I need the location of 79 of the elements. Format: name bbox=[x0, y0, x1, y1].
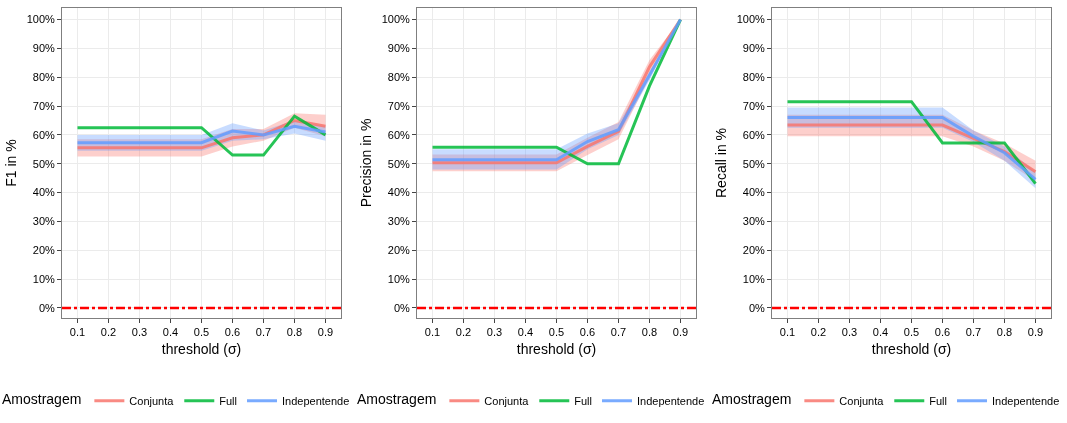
x-axis-title: threshold (σ) bbox=[516, 340, 597, 357]
x-tick-label: 0.4 bbox=[517, 326, 534, 339]
x-tick-label: 0.5 bbox=[548, 326, 565, 339]
x-tick-label: 0.7 bbox=[255, 326, 272, 339]
y-tick-label: 40% bbox=[387, 186, 410, 199]
y-tick-label: 100% bbox=[381, 13, 411, 26]
legend-label: Full bbox=[929, 394, 948, 407]
x-tick-label: 0.9 bbox=[317, 326, 334, 339]
y-axis-title: Recall in % bbox=[713, 127, 730, 199]
x-tick-label: 0.8 bbox=[286, 326, 303, 339]
y-axis-title: Precision in % bbox=[358, 118, 375, 208]
y-tick-label: 70% bbox=[387, 99, 410, 112]
x-tick-label: 0.8 bbox=[996, 326, 1013, 339]
legend-label: Indepentende bbox=[992, 394, 1060, 407]
y-axis-title: F1 in % bbox=[3, 139, 20, 187]
legend-title: Amostragem bbox=[357, 391, 437, 408]
x-tick-label: 0.7 bbox=[965, 326, 982, 339]
y-tick-label: 30% bbox=[742, 215, 765, 228]
legend-label: Indepentende bbox=[637, 394, 705, 407]
y-tick-label: 0% bbox=[38, 301, 56, 314]
y-tick-label: 40% bbox=[742, 186, 765, 199]
legend-label: Indepentende bbox=[282, 394, 350, 407]
y-tick-label: 80% bbox=[32, 71, 55, 84]
x-tick-label: 0.4 bbox=[162, 326, 179, 339]
y-tick-label: 10% bbox=[32, 272, 55, 285]
x-tick-label: 0.9 bbox=[672, 326, 689, 339]
y-tick-label: 0% bbox=[393, 301, 411, 314]
y-tick-label: 10% bbox=[387, 272, 410, 285]
y-tick-label: 70% bbox=[742, 99, 765, 112]
y-tick-label: 90% bbox=[387, 42, 410, 55]
x-tick-label: 0.7 bbox=[610, 326, 627, 339]
y-tick-label: 50% bbox=[742, 157, 765, 170]
x-tick-label: 0.8 bbox=[641, 326, 658, 339]
x-tick-label: 0.9 bbox=[1027, 326, 1044, 339]
y-tick-label: 60% bbox=[32, 128, 55, 141]
x-tick-label: 0.3 bbox=[486, 326, 503, 339]
x-tick-label: 0.4 bbox=[872, 326, 889, 339]
y-tick-label: 20% bbox=[32, 244, 55, 257]
x-tick-label: 0.5 bbox=[903, 326, 920, 339]
x-tick-label: 0.1 bbox=[69, 326, 86, 339]
y-tick-label: 30% bbox=[387, 215, 410, 228]
legend-label: Full bbox=[574, 394, 593, 407]
x-tick-label: 0.6 bbox=[224, 326, 241, 339]
y-tick-label: 30% bbox=[32, 215, 55, 228]
x-tick-label: 0.2 bbox=[100, 326, 117, 339]
x-axis-title: threshold (σ) bbox=[871, 340, 952, 357]
y-tick-label: 20% bbox=[387, 244, 410, 257]
x-tick-label: 0.2 bbox=[455, 326, 472, 339]
y-tick-label: 100% bbox=[736, 13, 766, 26]
y-tick-label: 50% bbox=[387, 157, 410, 170]
y-tick-label: 60% bbox=[742, 128, 765, 141]
y-tick-label: 10% bbox=[742, 272, 765, 285]
x-tick-label: 0.1 bbox=[779, 326, 796, 339]
y-tick-label: 50% bbox=[32, 157, 55, 170]
x-tick-label: 0.6 bbox=[934, 326, 951, 339]
y-tick-label: 80% bbox=[742, 71, 765, 84]
x-tick-label: 0.5 bbox=[193, 326, 210, 339]
y-tick-label: 70% bbox=[32, 99, 55, 112]
line-series bbox=[76, 124, 327, 145]
x-tick-label: 0.6 bbox=[579, 326, 596, 339]
legend-label: Conjunta bbox=[839, 394, 885, 407]
y-tick-label: 90% bbox=[32, 42, 55, 55]
legend-label: Conjunta bbox=[129, 394, 175, 407]
x-tick-label: 0.3 bbox=[131, 326, 148, 339]
legend-title: Amostragem bbox=[2, 391, 82, 408]
y-tick-label: 80% bbox=[387, 71, 410, 84]
legend-label: Conjunta bbox=[484, 394, 530, 407]
y-tick-label: 40% bbox=[32, 186, 55, 199]
x-axis-title: threshold (σ) bbox=[161, 340, 242, 357]
x-tick-label: 0.1 bbox=[424, 326, 441, 339]
y-tick-label: 90% bbox=[742, 42, 765, 55]
y-tick-label: 60% bbox=[387, 128, 410, 141]
legend-title: Amostragem bbox=[712, 391, 792, 408]
x-tick-label: 0.2 bbox=[810, 326, 827, 339]
x-tick-label: 0.3 bbox=[841, 326, 858, 339]
legend-label: Full bbox=[219, 394, 238, 407]
y-tick-label: 0% bbox=[748, 301, 766, 314]
y-tick-label: 20% bbox=[742, 244, 765, 257]
y-tick-label: 100% bbox=[26, 13, 56, 26]
